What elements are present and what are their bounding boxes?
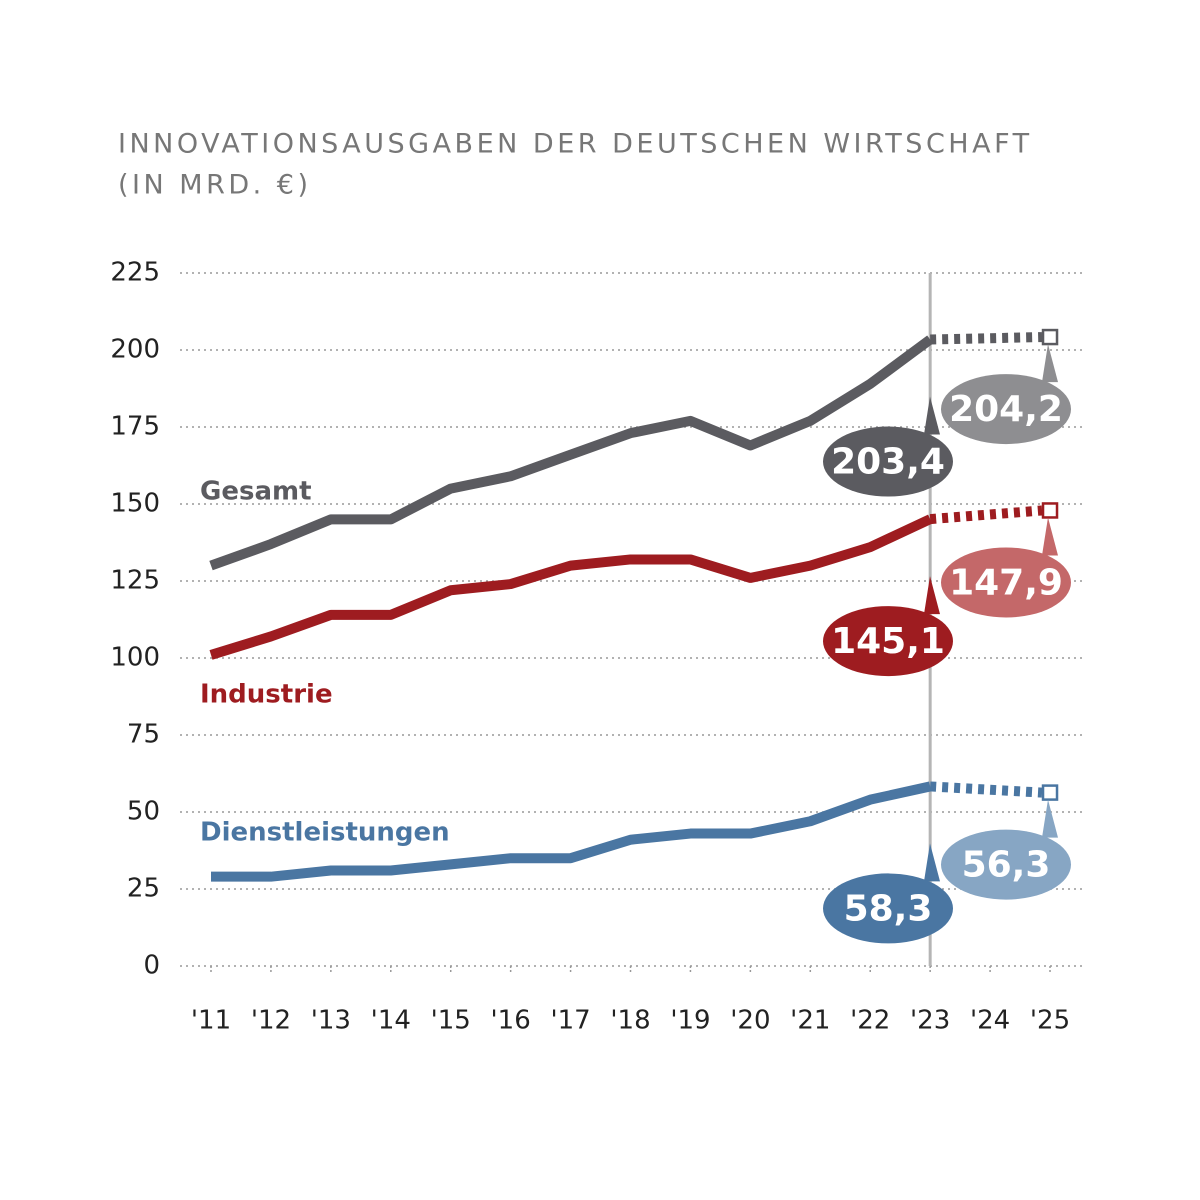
bubble-pointer bbox=[924, 396, 940, 435]
chart-title: INNOVATIONSAUSGABEN DER DEUTSCHEN WIRTSC… bbox=[118, 129, 1033, 160]
bubble-body bbox=[941, 829, 1071, 900]
y-tick-label: 200 bbox=[110, 335, 160, 365]
x-tick-label: '15 bbox=[431, 1006, 471, 1036]
value-bubble bbox=[823, 396, 953, 497]
y-tick-label: 75 bbox=[127, 720, 160, 750]
bubble-pointer bbox=[1042, 799, 1058, 838]
bubble-pointer bbox=[1042, 344, 1058, 383]
forecast-marker bbox=[1041, 502, 1059, 519]
bubble-body bbox=[823, 606, 953, 677]
bubble-pointer bbox=[924, 576, 940, 615]
y-tick-label: 175 bbox=[110, 412, 160, 442]
value-bubble bbox=[941, 517, 1071, 618]
x-tick-label: '18 bbox=[610, 1006, 650, 1036]
series-label: Gesamt bbox=[200, 477, 312, 507]
chart-subtitle: (IN MRD. €) bbox=[118, 170, 312, 201]
bubble-body bbox=[941, 547, 1071, 618]
bubble-body bbox=[823, 426, 953, 497]
x-tick-label: '11 bbox=[191, 1006, 231, 1036]
series-label: Dienstleistungen bbox=[200, 818, 450, 848]
forecast-marker bbox=[1041, 328, 1059, 346]
value-label: 147,9 bbox=[949, 562, 1063, 603]
x-tick-label: '19 bbox=[670, 1006, 710, 1036]
x-tick-label: '20 bbox=[730, 1006, 770, 1036]
forecast-line bbox=[929, 505, 1043, 525]
x-tick-label: '23 bbox=[910, 1006, 950, 1036]
x-tick-label: '12 bbox=[251, 1006, 291, 1036]
y-tick-label: 50 bbox=[127, 797, 160, 827]
x-tick-label: '17 bbox=[550, 1006, 590, 1036]
y-tick-label: 125 bbox=[110, 566, 160, 596]
value-bubble bbox=[941, 799, 1071, 900]
y-tick-label: 0 bbox=[143, 951, 160, 981]
x-tick-label: '25 bbox=[1030, 1006, 1070, 1036]
bubble-body bbox=[941, 374, 1071, 445]
bubble-body bbox=[823, 873, 953, 944]
bubble-pointer bbox=[924, 843, 940, 882]
x-tick-label: '16 bbox=[491, 1006, 531, 1036]
value-label: 204,2 bbox=[949, 389, 1063, 430]
value-label: 56,3 bbox=[962, 845, 1051, 886]
forecast-line bbox=[929, 781, 1043, 798]
series-line bbox=[209, 335, 934, 571]
value-bubble bbox=[823, 576, 953, 677]
forecast-marker bbox=[1041, 784, 1059, 801]
value-label: 145,1 bbox=[831, 621, 945, 662]
series-label: Industrie bbox=[200, 680, 333, 710]
y-tick-label: 225 bbox=[110, 258, 160, 288]
x-tick-label: '24 bbox=[970, 1006, 1010, 1036]
series-line bbox=[211, 781, 932, 882]
series-line bbox=[209, 514, 933, 660]
value-bubble bbox=[823, 843, 953, 944]
y-tick-label: 150 bbox=[110, 489, 160, 519]
forecast-line bbox=[930, 332, 1043, 345]
value-bubble bbox=[941, 344, 1071, 445]
bubble-pointer bbox=[1042, 517, 1058, 556]
value-label: 58,3 bbox=[844, 888, 933, 929]
x-tick-label: '22 bbox=[850, 1006, 890, 1036]
y-tick-label: 25 bbox=[127, 874, 160, 904]
value-label: 203,4 bbox=[831, 442, 945, 483]
x-tick-label: '14 bbox=[371, 1006, 411, 1036]
x-tick-label: '21 bbox=[790, 1006, 830, 1036]
x-tick-label: '13 bbox=[311, 1006, 351, 1036]
y-tick-label: 100 bbox=[110, 643, 160, 673]
